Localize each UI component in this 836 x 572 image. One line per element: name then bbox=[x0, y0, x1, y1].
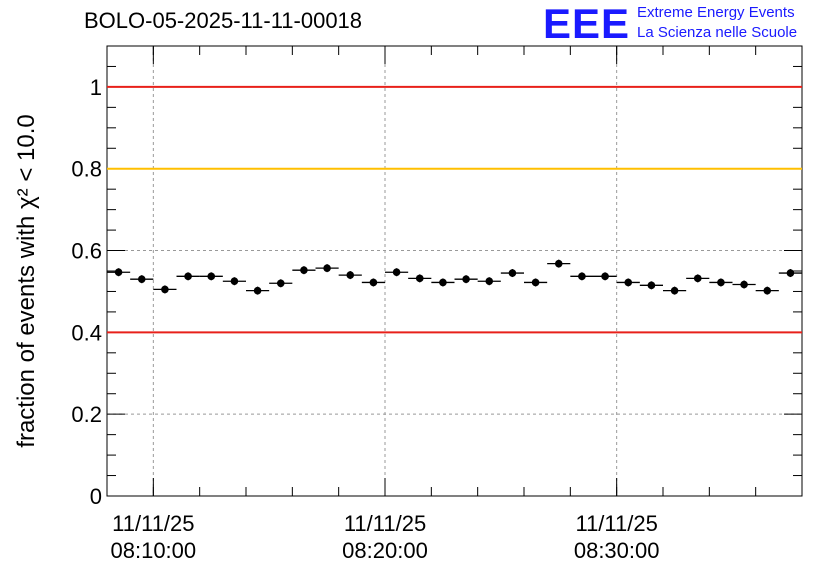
plot-frame bbox=[106, 45, 803, 497]
data-point bbox=[763, 286, 772, 295]
data-point bbox=[624, 278, 633, 287]
data-point bbox=[323, 264, 331, 272]
data-point bbox=[369, 278, 378, 287]
data-point bbox=[253, 286, 262, 295]
x-tick-label-date: 11/11/25 bbox=[112, 511, 194, 536]
data-point bbox=[786, 269, 795, 277]
data-point bbox=[554, 259, 563, 268]
data-point bbox=[184, 272, 192, 281]
data-point bbox=[693, 274, 702, 283]
eee-logo: EEE bbox=[543, 0, 631, 47]
data-point bbox=[161, 285, 169, 294]
data-point bbox=[462, 275, 470, 283]
data-point bbox=[578, 272, 586, 281]
data-point bbox=[439, 278, 447, 287]
data-point bbox=[346, 271, 355, 279]
y-tick-label: 0 bbox=[90, 484, 102, 509]
data-point bbox=[508, 269, 517, 277]
y-tick-label: 0.6 bbox=[71, 239, 102, 264]
y-axis-label: fraction of events with χ² < 10.0 bbox=[13, 114, 40, 447]
logo-caption: Extreme Energy Events La Scienza nelle S… bbox=[637, 3, 797, 43]
logo-caption-line1: Extreme Energy Events bbox=[637, 4, 795, 21]
y-tick-label: 0.4 bbox=[71, 320, 102, 345]
data-point bbox=[300, 266, 308, 274]
x-tick-label-time: 08:20:00 bbox=[342, 538, 428, 563]
data-point bbox=[601, 272, 609, 281]
data-point bbox=[114, 268, 123, 277]
data-point bbox=[531, 278, 540, 287]
data-point bbox=[740, 280, 748, 289]
data-point bbox=[137, 275, 146, 283]
data-point bbox=[230, 277, 239, 286]
data-point bbox=[485, 277, 494, 286]
x-tick-label-date: 11/11/25 bbox=[344, 511, 426, 536]
x-tick-label-time: 08:10:00 bbox=[111, 538, 197, 563]
data-point bbox=[717, 278, 725, 287]
y-tick-label: 1 bbox=[90, 75, 102, 100]
data-point bbox=[276, 279, 285, 288]
data-point bbox=[207, 272, 216, 281]
data-point bbox=[670, 286, 679, 295]
data-point bbox=[415, 274, 424, 283]
chart-title: BOLO-05-2025-11-11-00018 bbox=[84, 8, 363, 33]
logo-caption-line2: La Scienza nelle Scuole bbox=[637, 24, 798, 41]
x-tick-label-date: 11/11/25 bbox=[575, 511, 657, 536]
y-tick-label: 0.2 bbox=[71, 402, 102, 427]
data-point bbox=[392, 268, 401, 277]
x-tick-label-time: 08:30:00 bbox=[574, 538, 660, 563]
y-tick-label: 0.8 bbox=[71, 157, 102, 182]
data-point bbox=[647, 281, 656, 290]
